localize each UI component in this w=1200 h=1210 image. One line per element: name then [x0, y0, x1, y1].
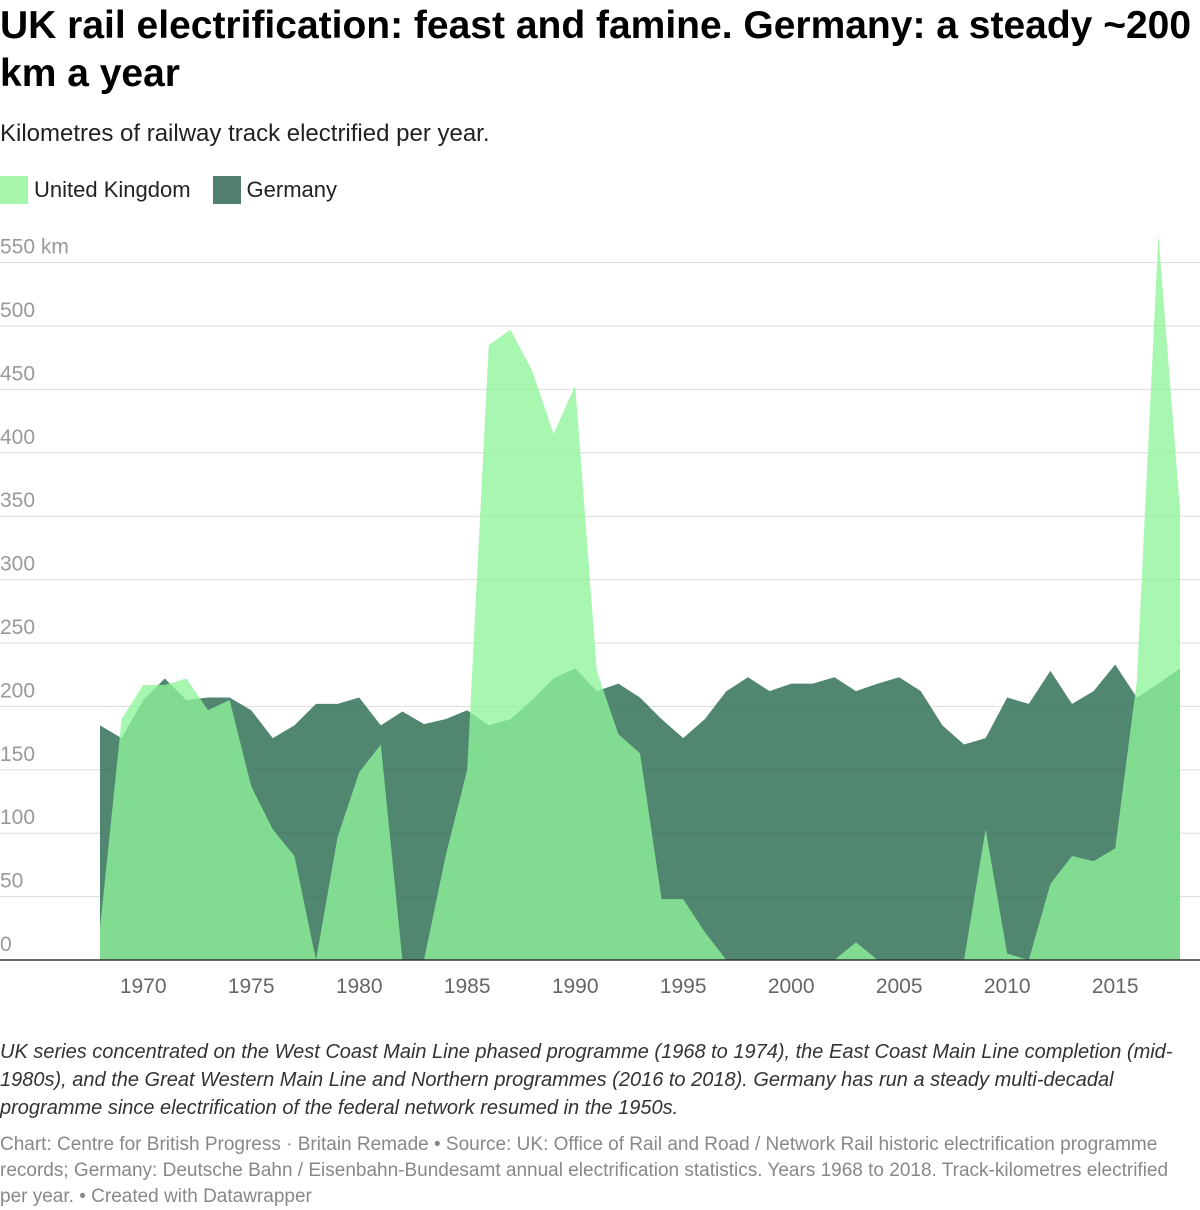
legend-swatch-germany — [212, 176, 241, 204]
x-tick-label: 1985 — [444, 975, 491, 998]
y-tick-label: 500 — [0, 299, 35, 322]
legend-label-germany: Germany — [246, 177, 338, 202]
areas — [100, 234, 1180, 960]
y-tick-label: 350 — [0, 489, 35, 512]
chart-footer: Chart: Centre for British Progress · Bri… — [0, 1134, 1169, 1207]
chart-subtitle: Kilometres of railway track electrified … — [0, 120, 490, 147]
y-tick-label: 100 — [0, 806, 35, 829]
y-tick-label: 400 — [0, 426, 35, 449]
x-tick-label: 1995 — [660, 975, 707, 998]
x-tick-label: 2000 — [768, 975, 815, 998]
area-series-united-kingdom — [100, 234, 1180, 960]
y-tick-label: 250 — [0, 616, 35, 639]
x-tick-label: 1980 — [336, 975, 383, 998]
legend-swatch-uk — [0, 176, 28, 204]
legend-label-uk: United Kingdom — [34, 177, 191, 202]
y-tick-label: 150 — [0, 743, 35, 766]
y-tick-label: 200 — [0, 679, 35, 702]
y-tick-label: 550 km — [0, 236, 69, 259]
y-axis-labels: 0 50 100 150 200 250 300 350 400 450 500 550 km — [0, 236, 69, 956]
y-tick-label: 0 — [0, 933, 12, 956]
y-tick-label: 450 — [0, 362, 35, 385]
x-tick-label: 1970 — [120, 975, 167, 998]
y-tick-label: 50 — [0, 870, 23, 893]
x-tick-label: 1990 — [552, 975, 599, 998]
x-tick-label: 1975 — [228, 975, 275, 998]
legend: United Kingdom Germany — [0, 176, 359, 204]
area-chart: 0 50 100 150 200 250 300 350 400 450 500 550 km 197… — [0, 234, 1200, 998]
x-tick-label: 2015 — [1092, 975, 1139, 998]
y-tick-label: 300 — [0, 553, 35, 576]
x-axis-labels: 1970 1975 1980 1985 1990 1995 2000 2005 2010 2015 — [120, 975, 1139, 998]
legend-item-uk: United Kingdom — [0, 176, 191, 204]
legend-item-germany: Germany — [212, 176, 338, 204]
chart-notes: UK series concentrated on the West Coast… — [0, 1041, 1173, 1119]
x-tick-label: 2010 — [984, 975, 1031, 998]
chart-title: UK rail electrification: feast and famin… — [0, 4, 1192, 95]
x-tick-label: 2005 — [876, 975, 923, 998]
